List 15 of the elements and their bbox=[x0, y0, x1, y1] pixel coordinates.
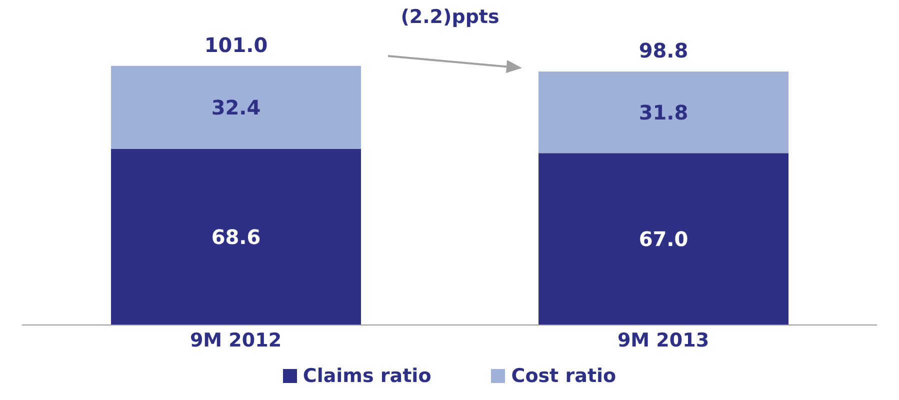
total-label: 98.8 bbox=[638, 38, 688, 63]
text: (2.2)ppts bbox=[400, 6, 500, 28]
bar bbox=[111, 149, 361, 325]
total-label: 101.0 bbox=[204, 32, 268, 57]
legend-label: Claims ratio bbox=[302, 365, 432, 387]
data-label: 67.0 bbox=[638, 227, 688, 252]
bar bbox=[538, 153, 788, 325]
data-label: 31.8 bbox=[638, 100, 688, 124]
legend-label: Cost ratio bbox=[510, 365, 616, 387]
x-tick-label: 9M 2012 bbox=[190, 329, 282, 352]
x-tick-label: 9M 2013 bbox=[617, 329, 710, 352]
bar bbox=[111, 66, 361, 150]
data-label: 68.6 bbox=[211, 225, 261, 250]
bar bbox=[538, 72, 788, 154]
data-label: 32.4 bbox=[211, 95, 261, 120]
